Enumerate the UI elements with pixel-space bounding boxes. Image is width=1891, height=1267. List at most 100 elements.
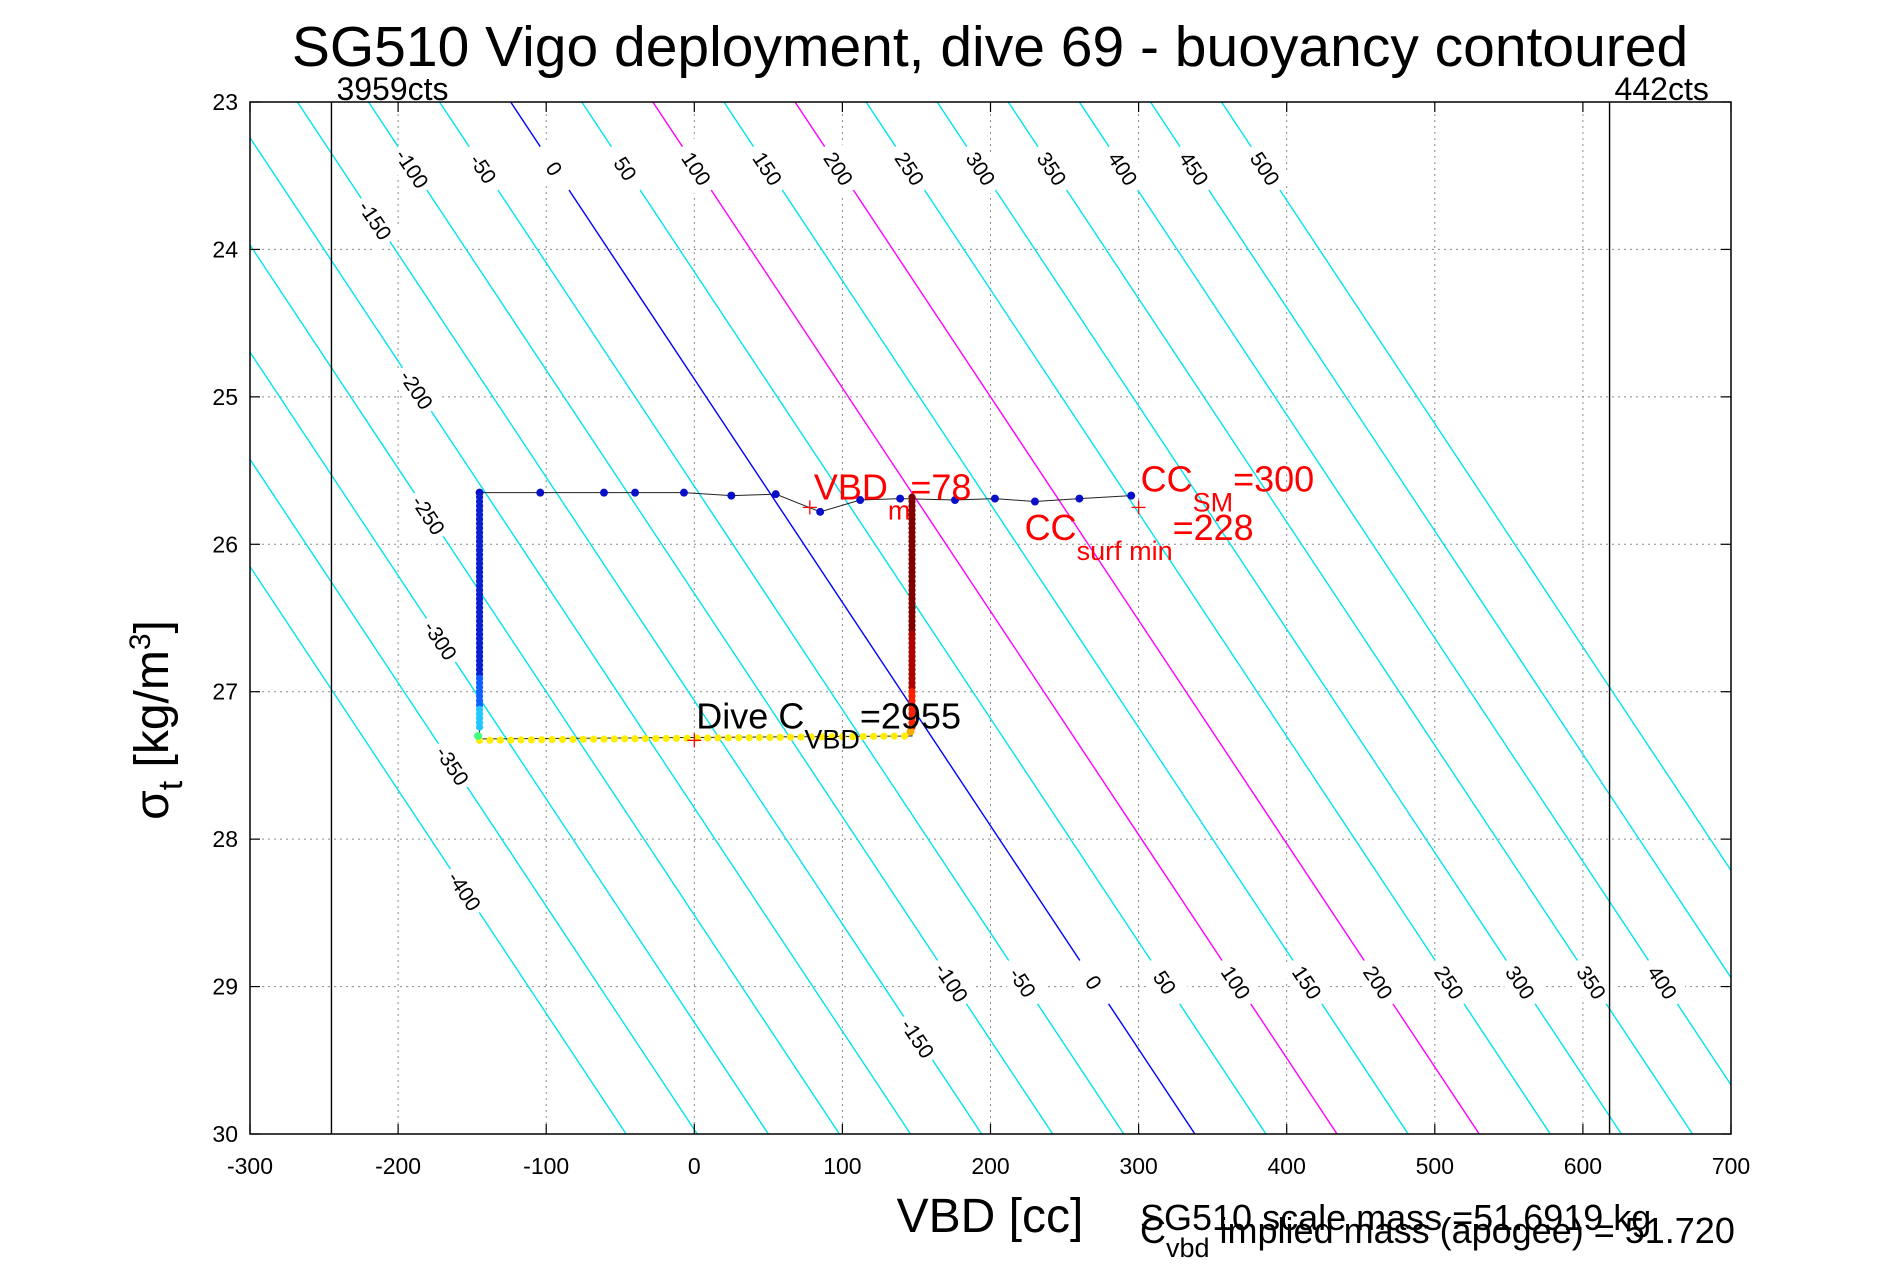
- dive-point-bottom: [496, 736, 504, 744]
- dive-point-bottom: [474, 731, 483, 740]
- contour-label-bg: [811, 137, 867, 199]
- dive-point-surface: [536, 488, 545, 497]
- y-tick-label: 30: [212, 1121, 238, 1147]
- axis-ticks: -300 -200 -100 0 100 200 300 400 500 600 700 23 24 25…: [212, 89, 1750, 1179]
- dive-point-bottom: [797, 733, 805, 741]
- dive-point-surface: [1127, 491, 1136, 500]
- buoyancy-contour-line: [1220, 102, 1731, 872]
- contour-label-bg: [1279, 951, 1336, 1013]
- buoyancy-contour-line: [250, 565, 627, 1134]
- dive-point-surface: [631, 488, 640, 497]
- contour-label-bg: [1421, 951, 1478, 1013]
- contour-label-bg: [413, 609, 469, 671]
- dive-point-bottom: [600, 735, 608, 743]
- buoyancy-contour-line: [250, 136, 912, 1134]
- dive-point-surface: [679, 488, 688, 497]
- dive-point-surface: [771, 490, 780, 499]
- contour-label-bg: [1137, 951, 1193, 1013]
- contour-label-bg: [598, 137, 654, 199]
- dive-point-surface: [599, 488, 608, 497]
- dive-point-bottom: [517, 736, 525, 744]
- contour-label-bg: [1493, 951, 1549, 1013]
- contour-label-bg: [995, 951, 1051, 1013]
- dive-point-bottom: [880, 732, 888, 740]
- dive-point-bottom: [776, 733, 784, 741]
- dive-point-bottom: [548, 736, 556, 744]
- dive-point-bottom: [859, 732, 867, 741]
- x-tick-label: -300: [227, 1153, 273, 1179]
- x-tick-label: 0: [688, 1153, 701, 1179]
- dive-point-bottom: [610, 735, 618, 743]
- dive-point-bottom: [755, 733, 764, 742]
- contour-labels: -400-350-300-250-200-150-100 -50 0 50 100 150…: [347, 137, 1691, 1069]
- dive-point-surface: [856, 496, 865, 505]
- x-tick-label: 500: [1416, 1153, 1454, 1179]
- x-axis-label: VBD [cc]: [897, 1190, 1084, 1243]
- contour-label-bg: [389, 358, 445, 420]
- dive-point-bottom: [672, 734, 681, 742]
- dive-point-bottom: [786, 733, 795, 741]
- chart-title: SG510 Vigo deployment, dive 69 - buoyanc…: [292, 15, 1688, 79]
- dive-point-surface: [1075, 494, 1084, 503]
- cc-sm-label: CCSM=300: [1141, 458, 1315, 517]
- contour-label-bg: [1237, 137, 1294, 199]
- scale-mass-note: SG510 scale mass =51.6919 kg: [1140, 1197, 1651, 1238]
- y-axis-label: σt [kg/m3]: [124, 620, 190, 820]
- dive-point-surface: [990, 494, 999, 503]
- x-tick-label: 700: [1712, 1153, 1750, 1179]
- y-tick-label: 27: [212, 679, 238, 705]
- dive-point-bottom: [901, 732, 909, 740]
- dive-point-surface: [727, 491, 736, 500]
- y-tick-label: 24: [212, 236, 238, 262]
- dive-point-bottom: [641, 735, 650, 743]
- x-tick-label: 600: [1564, 1153, 1602, 1179]
- pump-limit-label: 3959cts: [336, 71, 448, 107]
- contour-label-bg: [924, 951, 980, 1013]
- contour-label-bg: [953, 137, 1009, 199]
- dive-point-bottom: [538, 736, 546, 744]
- contour-label-bg: [890, 1007, 946, 1069]
- contour-label-bg: [1564, 951, 1620, 1013]
- dive-point-bottom: [579, 735, 587, 743]
- y-tick-label: 29: [212, 974, 238, 1000]
- x-tick-label: -100: [523, 1153, 569, 1179]
- contour-label-bg: [347, 189, 404, 251]
- pump-limit-label: 442cts: [1615, 71, 1709, 107]
- buoyancy-contour-line: [250, 458, 698, 1134]
- dive-point-bottom: [869, 732, 878, 740]
- implied-mass-note: Cvbd implied mass (apogee) = 51.720: [1140, 1210, 1735, 1262]
- dive-trajectory: [474, 488, 1136, 744]
- dive-cvbd-label: Dive CVBD=2955: [696, 695, 961, 754]
- dive-point-surface: [950, 496, 959, 505]
- dive-point-bottom: [652, 734, 660, 743]
- dive-point-bottom: [818, 733, 826, 741]
- contour-label-bg: [1635, 951, 1691, 1013]
- dive-point-bottom: [735, 734, 743, 742]
- dive-point-bottom: [704, 734, 712, 742]
- contour-label-bg: [1350, 951, 1407, 1013]
- y-tick-label: 25: [212, 384, 238, 410]
- dive-point-descent: [475, 723, 484, 731]
- contour-label-bg: [384, 137, 441, 199]
- dive-point-bottom: [589, 735, 598, 743]
- contour-label-bg: [1166, 137, 1223, 199]
- vbd-m-label: VBDm=78: [814, 466, 972, 525]
- dive-point-bottom: [621, 735, 629, 743]
- contour-label-bg: [740, 137, 796, 199]
- dive-point-bottom: [890, 732, 898, 740]
- buoyancy-contour-line: [1149, 102, 1731, 979]
- cc-surf-min-label: CCsurf min=228: [1025, 507, 1254, 566]
- dive-point-ascent: [906, 727, 915, 736]
- x-tick-label: 200: [971, 1153, 1009, 1179]
- x-tick-label: -200: [375, 1153, 421, 1179]
- contour-label-bg: [1066, 951, 1122, 1013]
- dive-point-bottom: [486, 736, 494, 744]
- dive-point-bottom: [569, 735, 577, 744]
- buoyancy-contour-line: [250, 350, 769, 1134]
- buoyancy-contour-line: [296, 102, 983, 1134]
- dive-point-surface: [816, 507, 825, 516]
